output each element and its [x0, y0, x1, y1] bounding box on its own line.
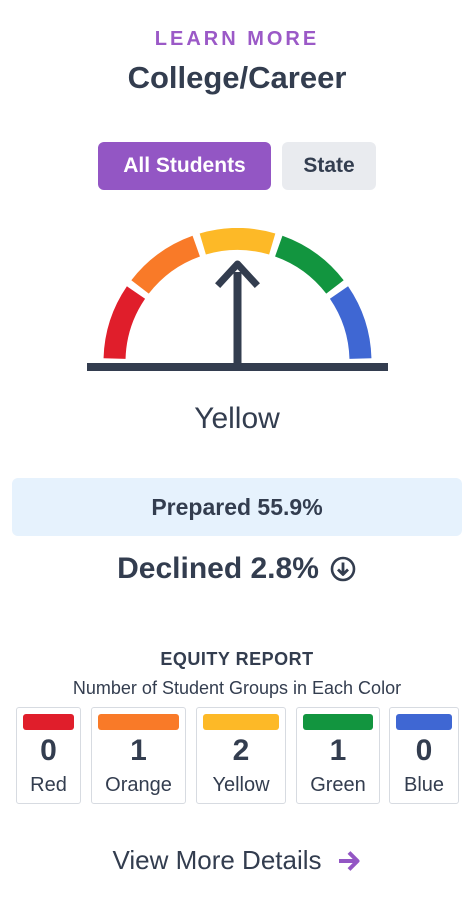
group-color-label: Blue	[403, 774, 445, 796]
equity-group-yellow: 2 Yellow	[196, 707, 286, 804]
color-swatch	[396, 714, 452, 730]
group-color-label: Green	[310, 774, 366, 796]
prepared-rate: Prepared 55.9%	[12, 478, 462, 536]
group-color-label: Orange	[105, 774, 172, 796]
color-swatch	[203, 714, 279, 730]
state-button[interactable]: State	[282, 142, 376, 190]
color-swatch	[98, 714, 179, 730]
performance-gauge	[87, 228, 388, 371]
equity-group-red: 0 Red	[16, 707, 81, 804]
group-count: 1	[329, 734, 347, 767]
group-count: 2	[232, 734, 250, 767]
page-title: College/Career	[127, 60, 347, 95]
arrow-down-circle-icon	[330, 556, 356, 582]
gauge-segment-blue	[329, 286, 372, 360]
all-students-button[interactable]: All Students	[98, 142, 271, 190]
color-swatch	[23, 714, 74, 730]
learn-more-label: LEARN MORE	[154, 28, 320, 50]
view-more-details-link[interactable]: View More Details	[0, 845, 474, 876]
gauge-segment-green	[274, 235, 344, 294]
color-swatch	[303, 714, 373, 730]
group-count: 0	[415, 734, 433, 767]
equity-group-green: 1 Green	[296, 707, 380, 804]
gauge-segment-orange	[131, 235, 201, 294]
equity-report-subtitle: Number of Student Groups in Each Color	[72, 678, 402, 698]
group-count: 0	[40, 734, 57, 767]
group-count: 1	[130, 734, 147, 767]
change-indicator: Declined 2.8%	[0, 552, 474, 586]
group-color-label: Red	[30, 774, 67, 796]
equity-group-blue: 0 Blue	[389, 707, 459, 804]
arrow-right-icon	[338, 850, 360, 871]
view-more-details-text: View More Details	[112, 845, 322, 875]
equity-group-orange: 1 Orange	[91, 707, 186, 804]
gauge-segment-red	[103, 286, 146, 360]
gauge-needle-head	[215, 260, 260, 288]
equity-report-heading: EQUITY REPORT	[160, 649, 314, 669]
change-text: Declined 2.8%	[117, 552, 319, 585]
group-color-label: Yellow	[212, 774, 270, 796]
gauge-segment-yellow	[199, 228, 276, 255]
gauge-status-label: Yellow	[194, 402, 280, 435]
prepared-rate-text: Prepared 55.9%	[151, 493, 323, 520]
